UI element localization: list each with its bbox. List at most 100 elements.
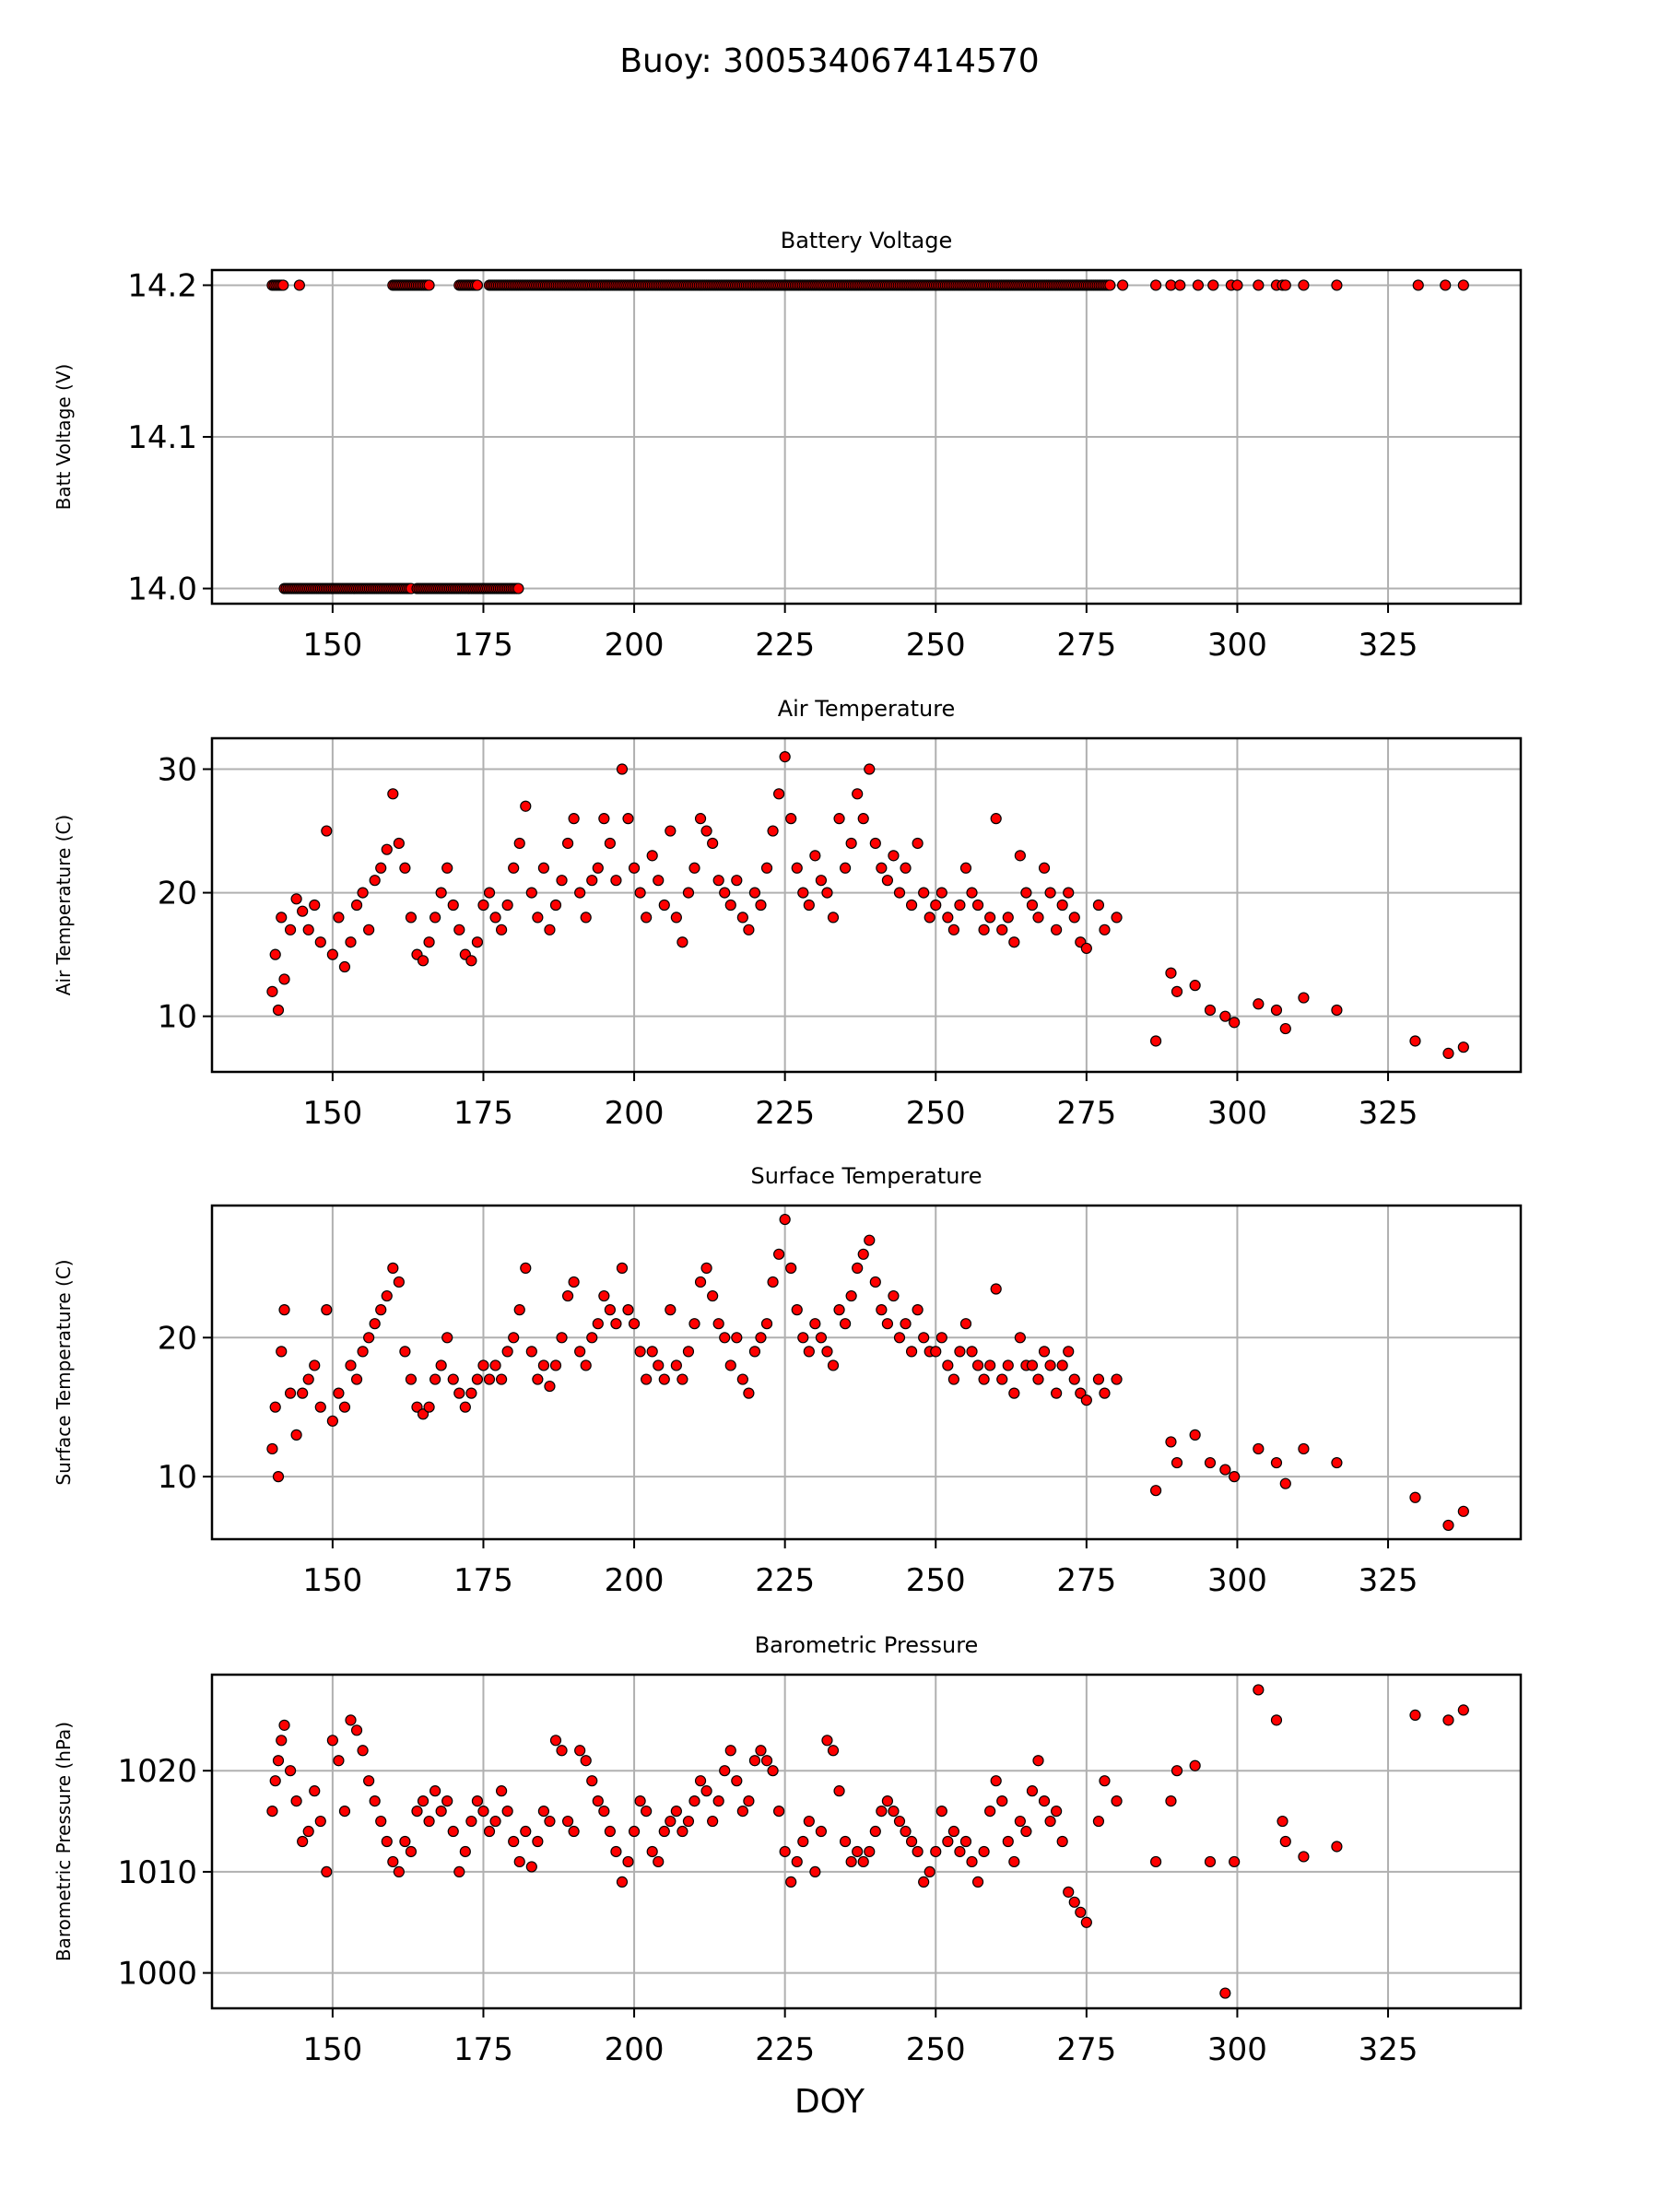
x-tick-label: 325 bbox=[1359, 1562, 1418, 1599]
data-point bbox=[496, 924, 508, 935]
data-point bbox=[658, 1373, 670, 1385]
data-point bbox=[417, 955, 429, 967]
surface-temperature-panel: 150 175 200 225 250 275 300 325 10 20 Surface Temp… bbox=[53, 1163, 1523, 1599]
data-point bbox=[797, 1332, 809, 1344]
data-point bbox=[447, 1825, 459, 1838]
data-point bbox=[1279, 1477, 1291, 1489]
data-point bbox=[369, 875, 381, 887]
data-point bbox=[653, 1359, 665, 1371]
data-point bbox=[773, 788, 785, 800]
x-tick-label: 150 bbox=[302, 1562, 362, 1599]
y-tick-label: 20 bbox=[158, 876, 197, 912]
data-point bbox=[1099, 924, 1111, 935]
data-point bbox=[1038, 1795, 1051, 1807]
data-point bbox=[809, 850, 821, 862]
surface-temperature-y-axis-label: Surface Temperature (C) bbox=[53, 1259, 75, 1485]
data-point bbox=[852, 1845, 864, 1858]
data-point bbox=[1002, 1835, 1014, 1848]
data-point bbox=[561, 1289, 574, 1302]
x-tick-label: 325 bbox=[1359, 2031, 1418, 2068]
data-point bbox=[1044, 887, 1056, 899]
data-point bbox=[748, 1755, 761, 1767]
data-point bbox=[803, 899, 815, 912]
data-point bbox=[634, 1795, 646, 1807]
battery-voltage-points bbox=[266, 279, 1469, 594]
data-point bbox=[537, 1359, 550, 1371]
data-point bbox=[694, 1775, 707, 1787]
data-point bbox=[616, 763, 629, 775]
data-point bbox=[1171, 985, 1183, 997]
data-point bbox=[561, 1815, 574, 1828]
data-point bbox=[1063, 1346, 1075, 1358]
data-point bbox=[465, 955, 477, 967]
data-point bbox=[688, 1318, 700, 1330]
data-point bbox=[345, 1714, 357, 1726]
data-point bbox=[1229, 1017, 1241, 1029]
data-point bbox=[549, 899, 562, 912]
x-tick-label: 250 bbox=[906, 1095, 966, 1132]
x-tick-label: 175 bbox=[453, 1095, 513, 1132]
data-point bbox=[665, 825, 677, 837]
x-tick-label: 250 bbox=[906, 627, 966, 664]
data-point bbox=[990, 1283, 1002, 1295]
data-point bbox=[978, 1845, 990, 1858]
data-point bbox=[525, 887, 537, 899]
x-tick-label: 150 bbox=[302, 1095, 362, 1132]
data-point bbox=[665, 1815, 677, 1828]
data-point bbox=[489, 1359, 501, 1371]
data-point bbox=[520, 800, 532, 812]
data-point bbox=[1038, 1346, 1051, 1358]
data-point bbox=[513, 1855, 525, 1868]
data-point bbox=[797, 1835, 809, 1848]
data-point bbox=[1038, 862, 1051, 874]
data-point bbox=[1026, 1785, 1039, 1797]
data-point bbox=[574, 1346, 586, 1358]
data-point bbox=[1111, 1373, 1123, 1385]
data-point bbox=[755, 899, 767, 912]
data-point bbox=[736, 912, 748, 924]
data-point bbox=[628, 1318, 641, 1330]
data-point bbox=[912, 1845, 924, 1858]
data-point bbox=[712, 1795, 724, 1807]
chart-panels: 150 175 200 225 250 275 300 325 14.0 14.1 14.2 Batt… bbox=[53, 228, 1523, 2068]
data-point bbox=[276, 912, 288, 924]
data-point bbox=[1270, 1456, 1283, 1469]
data-point bbox=[1457, 1505, 1469, 1517]
data-point bbox=[556, 1332, 568, 1344]
data-point bbox=[1165, 967, 1177, 979]
data-point bbox=[1092, 899, 1105, 912]
data-point bbox=[990, 813, 1002, 825]
data-point bbox=[338, 1805, 351, 1818]
data-point bbox=[290, 1795, 302, 1807]
data-point bbox=[1457, 1704, 1469, 1716]
data-point bbox=[525, 1346, 537, 1358]
data-point bbox=[549, 1359, 562, 1371]
data-point bbox=[1056, 1359, 1068, 1371]
data-point bbox=[1189, 1429, 1201, 1441]
data-point bbox=[423, 936, 435, 948]
data-point bbox=[435, 1805, 447, 1818]
data-point bbox=[369, 1318, 381, 1330]
data-point bbox=[785, 813, 797, 825]
data-point bbox=[1117, 279, 1129, 291]
data-point bbox=[357, 1346, 369, 1358]
data-point bbox=[276, 1735, 288, 1747]
x-tick-label: 225 bbox=[755, 1095, 815, 1132]
data-point bbox=[712, 875, 724, 887]
data-point bbox=[785, 1262, 797, 1274]
data-point bbox=[755, 1745, 767, 1757]
air-temperature-title: Air Temperature bbox=[778, 696, 956, 722]
data-point bbox=[1442, 1519, 1454, 1532]
data-point bbox=[1002, 1359, 1014, 1371]
data-point bbox=[501, 899, 513, 912]
data-point bbox=[942, 912, 954, 924]
data-point bbox=[537, 862, 550, 874]
data-point bbox=[864, 1234, 876, 1246]
data-point bbox=[1092, 1815, 1105, 1828]
surface-temperature-grid bbox=[212, 1206, 1521, 1539]
data-point bbox=[852, 788, 864, 800]
data-point bbox=[641, 1373, 653, 1385]
data-point bbox=[1044, 1815, 1056, 1828]
data-point bbox=[302, 924, 314, 935]
